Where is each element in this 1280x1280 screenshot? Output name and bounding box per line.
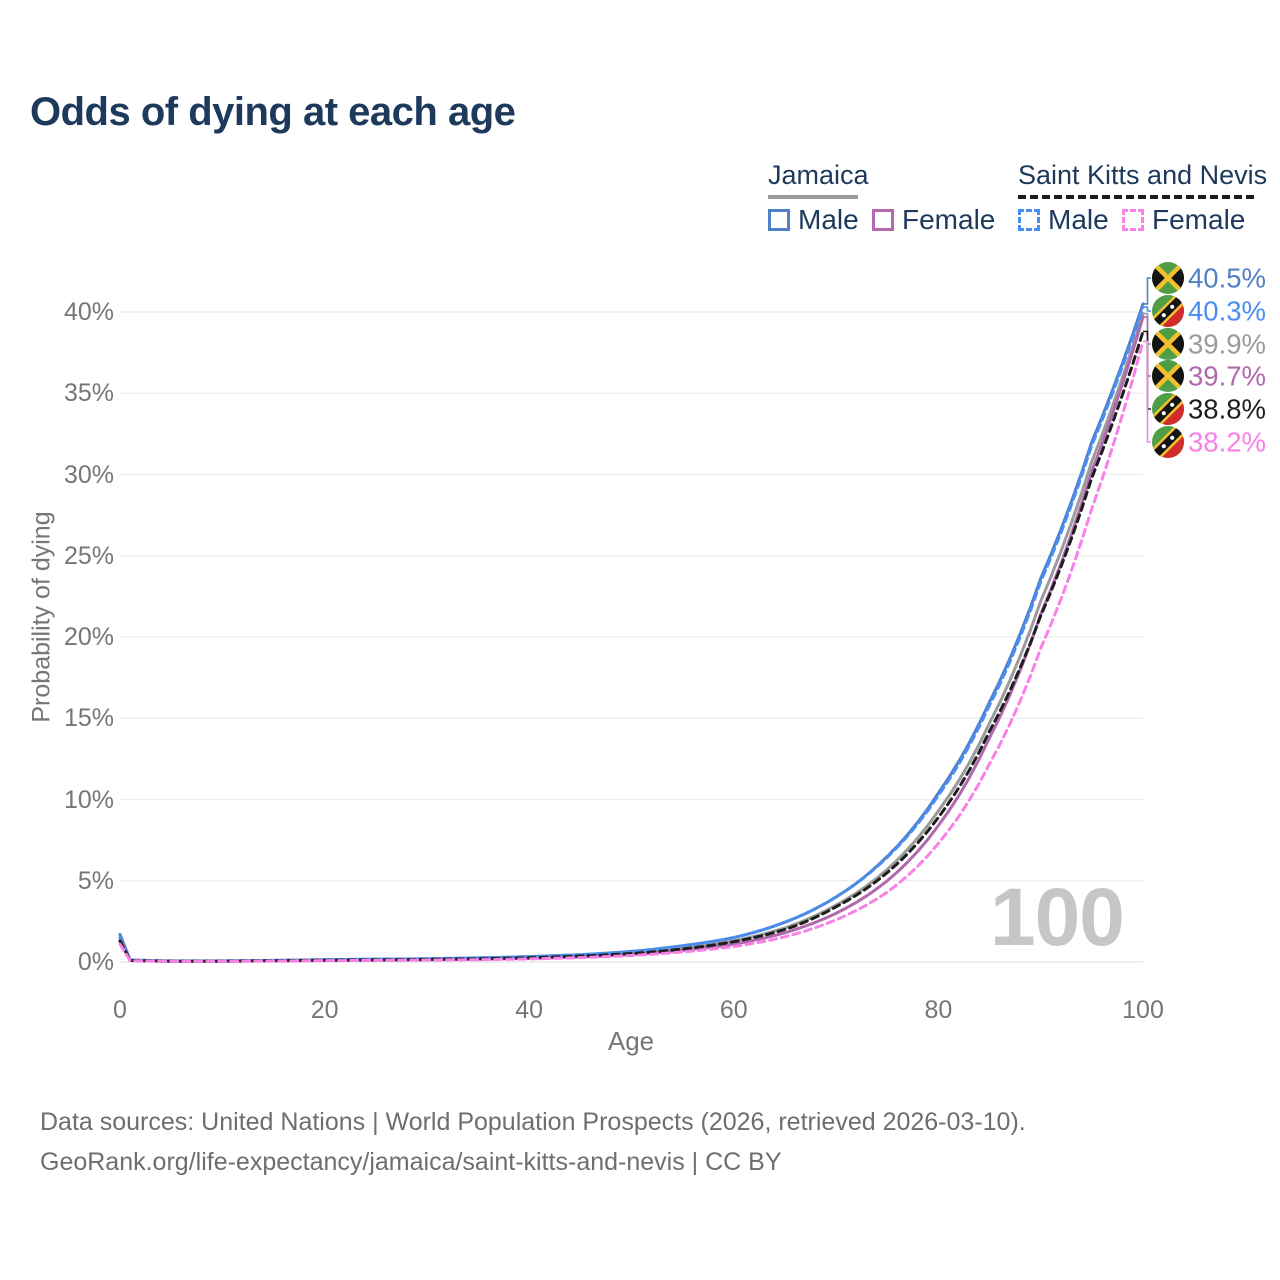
y-tick-label: 35%	[63, 379, 114, 408]
legend-item-jamaica-male[interactable]: Male	[768, 204, 859, 236]
y-tick-label: 0%	[77, 948, 114, 976]
legend-swatch-jamaica-female	[872, 209, 894, 231]
saint-kitts-and-nevis-flag-icon	[1152, 393, 1184, 425]
legend-label-saint-kitts-female: Female	[1152, 204, 1246, 235]
legend-label-jamaica-male: Male	[798, 204, 859, 235]
y-tick-label: 25%	[63, 541, 114, 570]
legend-underline-saint-kitts	[1018, 195, 1254, 199]
end-label-connector	[1143, 306, 1151, 312]
y-tick-label: 40%	[63, 298, 114, 326]
series-line-jamaica-male[interactable]	[118, 302, 1145, 963]
end-label-jamaica-both-sexes: 39.9%	[1188, 329, 1266, 360]
legend-label-saint-kitts-male: Male	[1048, 204, 1109, 235]
saint-kitts-and-nevis-flag-icon	[1152, 295, 1184, 327]
footer-attribution: GeoRank.org/life-expectancy/jamaica/sain…	[40, 1148, 782, 1176]
y-tick-label: 20%	[63, 623, 114, 651]
end-label-saint-kitts-and-nevis-female: 38.2%	[1188, 427, 1266, 458]
y-tick-label: 15%	[63, 704, 114, 733]
end-label-jamaica-female: 39.7%	[1188, 361, 1266, 392]
age-watermark: 100	[990, 872, 1125, 963]
series-line-saint-kitts-and-nevis-both-sexes[interactable]	[118, 330, 1145, 963]
x-axis-title: Age	[607, 1026, 655, 1056]
footer-sources: Data sources: United Nations | World Pop…	[40, 1108, 1026, 1136]
x-tick-label: 80	[924, 996, 953, 1024]
legend-group-jamaica: Jamaica	[768, 160, 869, 199]
jamaica-flag-icon	[1152, 262, 1184, 294]
legend-label-jamaica-female: Female	[902, 204, 996, 235]
end-label-saint-kitts-and-nevis-male: 40.3%	[1188, 296, 1266, 327]
y-tick-label: 10%	[63, 785, 114, 814]
legend-country-jamaica: Jamaica	[768, 160, 869, 190]
y-tick-label: 5%	[77, 866, 114, 895]
legend-underline-jamaica	[768, 195, 858, 199]
chart-title: Odds of dying at each age	[30, 90, 516, 134]
legend-swatch-jamaica-male	[768, 209, 790, 231]
saint-kitts-and-nevis-flag-icon	[1152, 426, 1184, 458]
legend-group-saint-kitts: Saint Kitts and Nevis	[1018, 160, 1267, 199]
legend-item-saint-kitts-female[interactable]: Female	[1122, 204, 1245, 236]
legend-country-saint-kitts: Saint Kitts and Nevis	[1018, 160, 1268, 190]
x-tick-label: 0	[113, 996, 127, 1024]
y-tick-label: 30%	[63, 460, 114, 489]
end-label-saint-kitts-and-nevis-both-sexes: 38.8%	[1188, 394, 1266, 425]
end-label-connector	[1143, 277, 1151, 305]
end-label-jamaica-male: 40.5%	[1188, 263, 1266, 294]
jamaica-flag-icon	[1152, 360, 1184, 392]
x-tick-label: 40	[515, 996, 544, 1024]
legend-item-saint-kitts-male[interactable]: Male	[1018, 204, 1109, 236]
jamaica-flag-icon	[1152, 328, 1184, 360]
legend-item-jamaica-female[interactable]: Female	[872, 204, 995, 236]
series-line-saint-kitts-and-nevis-male[interactable]	[118, 305, 1145, 963]
series-line-jamaica-female[interactable]	[118, 315, 1145, 963]
end-label-connector	[1143, 340, 1151, 443]
legend-swatch-saint-kitts-female	[1122, 209, 1144, 231]
x-tick-label: 60	[719, 996, 748, 1024]
legend-swatch-saint-kitts-male	[1018, 209, 1040, 231]
x-tick-label: 20	[310, 996, 339, 1024]
series-line-saint-kitts-and-nevis-female[interactable]	[118, 339, 1145, 963]
x-tick-label: 100	[1122, 996, 1164, 1024]
